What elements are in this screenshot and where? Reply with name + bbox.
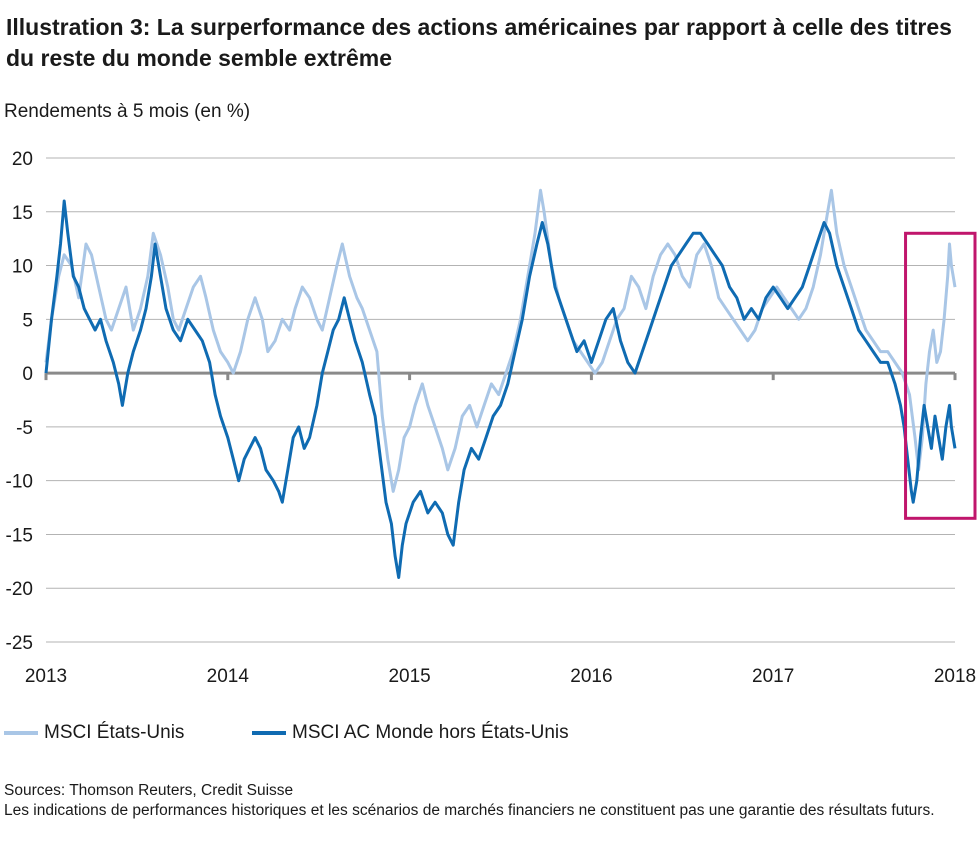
x-tick-label: 2016 xyxy=(570,666,612,687)
y-tick-label: 5 xyxy=(22,310,33,331)
chart-title: Illustration 3: La surperformance des ac… xyxy=(6,14,952,71)
y-tick-label: -5 xyxy=(16,418,33,439)
sources-note: Sources: Thomson Reuters, Credit Suisse xyxy=(4,782,294,799)
highlight-box xyxy=(904,231,977,520)
x-tick-label: 2018 xyxy=(934,666,976,687)
y-tick-label: 20 xyxy=(12,149,33,170)
y-tick-label: -15 xyxy=(6,525,33,546)
y-tick-label: -20 xyxy=(6,579,33,600)
series-line-world xyxy=(44,199,957,579)
y-tick-label: 0 xyxy=(22,364,33,385)
x-tick-label: 2017 xyxy=(752,666,794,687)
y-tick-label: -25 xyxy=(6,633,33,654)
y-tick-label: 10 xyxy=(12,257,33,278)
x-tick-label: 2014 xyxy=(207,666,250,687)
legend-item-us: MSCI États-Unis xyxy=(4,722,184,744)
legend-label-us: MSCI États-Unis xyxy=(44,722,185,743)
x-tick-label: 2013 xyxy=(25,666,67,687)
legend-swatch-us xyxy=(4,731,38,735)
series-line-us xyxy=(44,188,957,493)
y-tick-label: 15 xyxy=(12,203,33,224)
y-axis-unit-label: Rendements à 5 mois (en %) xyxy=(4,101,251,122)
y-tick-label: -10 xyxy=(6,472,33,493)
legend-swatch-world xyxy=(252,731,286,735)
chart-footer: Sources: Thomson Reuters, Credit Suisse … xyxy=(4,781,964,821)
disclaimer-note: Les indications de performances historiq… xyxy=(4,802,935,819)
legend-item-world: MSCI AC Monde hors États-Unis xyxy=(252,722,569,744)
legend-label-world: MSCI AC Monde hors États-Unis xyxy=(292,722,569,743)
x-tick-label: 2015 xyxy=(388,666,430,687)
